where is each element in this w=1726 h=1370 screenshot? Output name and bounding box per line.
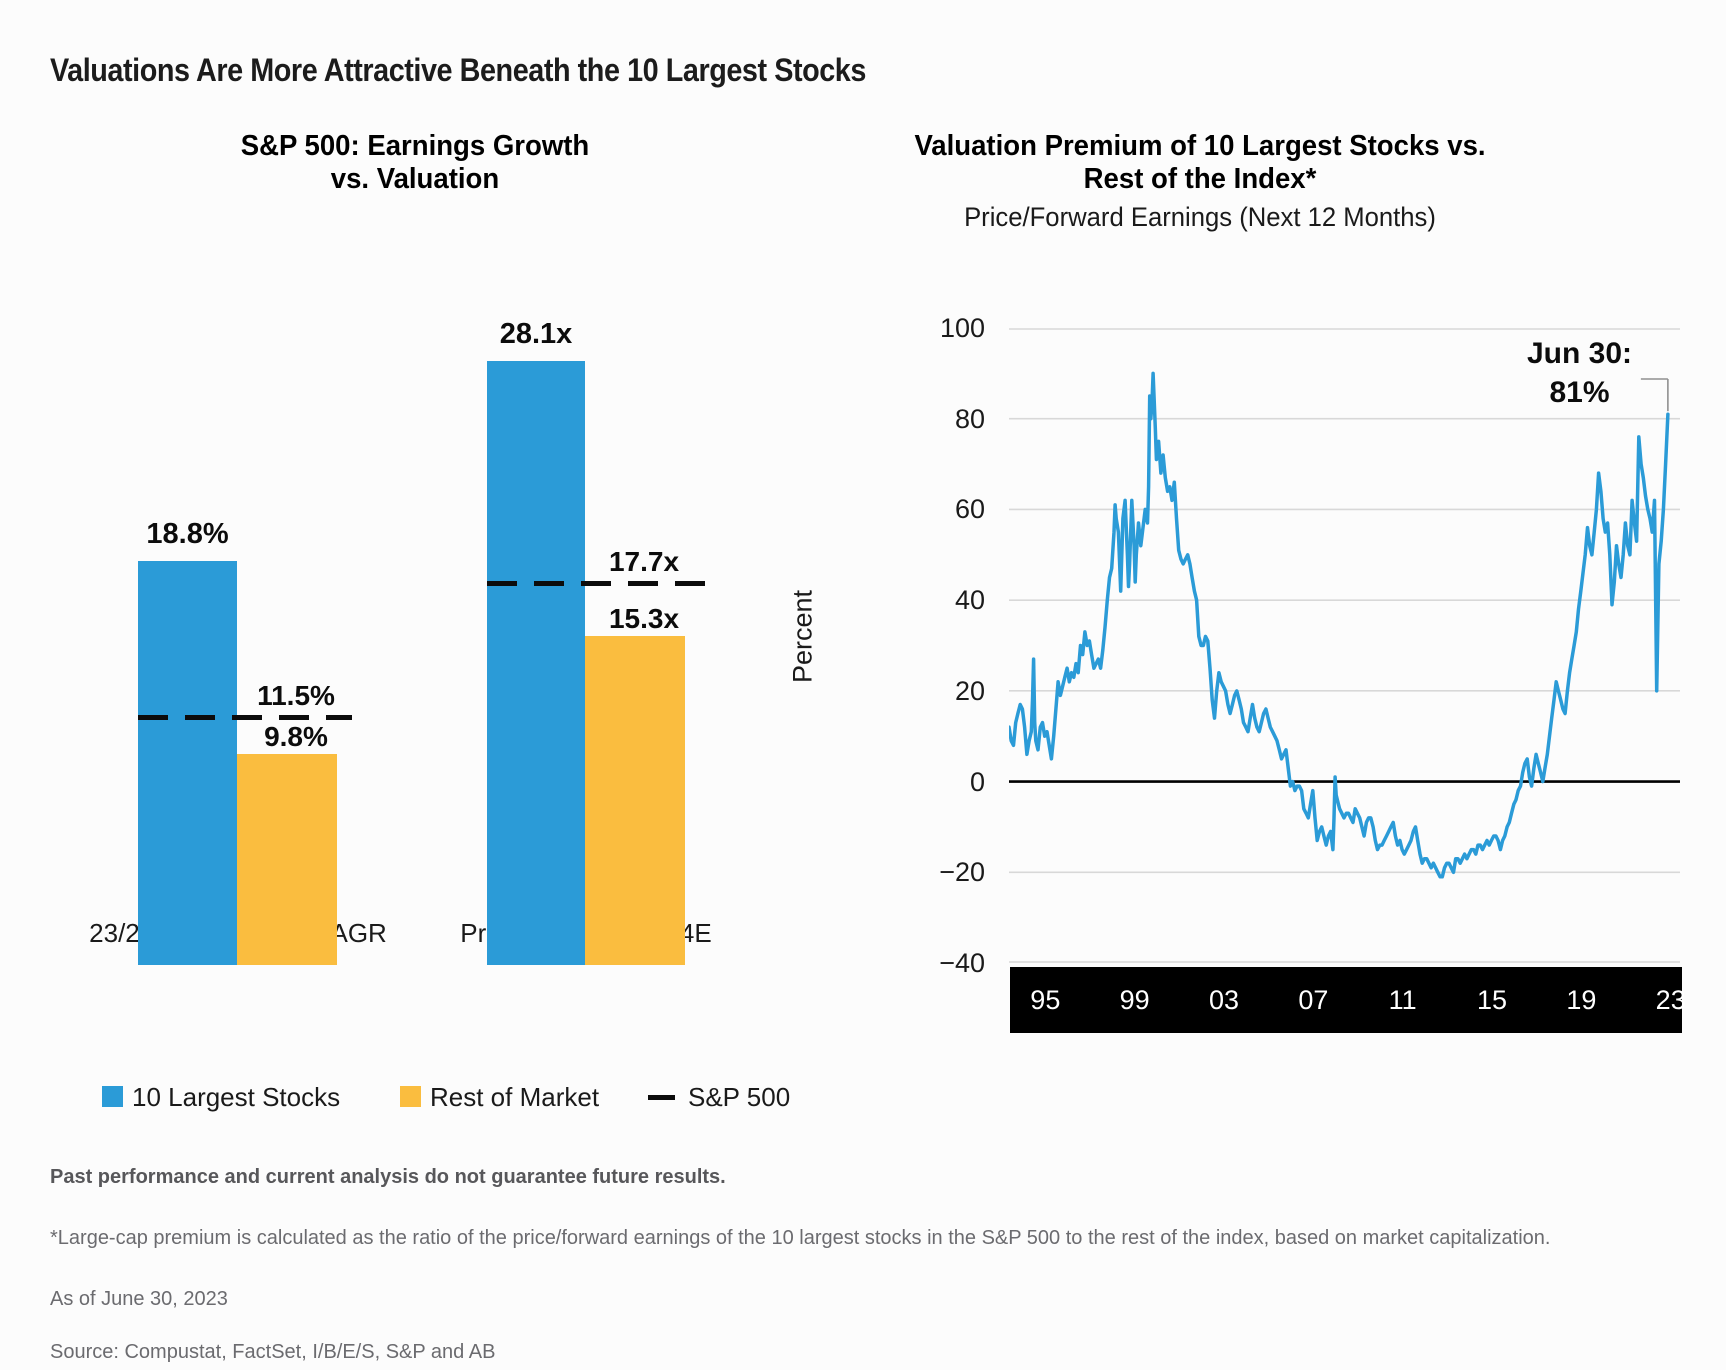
- x-axis-bar: 95 99 03 07 11 15 19 23: [1010, 967, 1686, 1033]
- right-chart-title-line1: Valuation Premium of 10 Largest Stocks v…: [914, 130, 1486, 162]
- y-axis-tick: −20: [939, 857, 985, 888]
- y-axis-tick: 0: [969, 766, 985, 797]
- y-axis-tick: 40: [954, 585, 985, 616]
- bar-value-label: 28.1x: [499, 317, 573, 350]
- legend-swatch-10-largest-icon: [102, 1086, 123, 1107]
- y-axis-tick-labels: 100 80 60 40 20 0 −20 −40: [880, 313, 985, 978]
- x-axis-tick: 15: [1477, 985, 1508, 1015]
- bar-chart-plot: 23/24 EPS Growth CAGR Price/Earnings 202…: [80, 300, 740, 965]
- as-of-date: As of June 30, 2023: [50, 1288, 228, 1310]
- y-axis-tick: 100: [939, 313, 985, 343]
- y-axis-tick: 60: [954, 494, 985, 525]
- reference-value-label: 17.7x: [608, 546, 680, 578]
- page-title: Valuations Are More Attractive Beneath t…: [50, 52, 866, 88]
- bar-10-largest: [138, 560, 237, 965]
- x-axis-tick: 03: [1208, 985, 1240, 1015]
- sp500-reference-dash-line: [138, 714, 352, 720]
- bar-10-largest: [487, 360, 585, 965]
- disclaimer-text: Past performance and current analysis do…: [50, 1166, 726, 1188]
- x-axis-tick: 99: [1119, 985, 1150, 1015]
- left-chart-title: S&P 500: Earnings Growth vs. Valuation: [90, 130, 740, 196]
- x-axis-tick: 23: [1655, 985, 1686, 1015]
- y-axis-tick: 80: [954, 403, 985, 434]
- y-axis-tick: −40: [939, 948, 985, 978]
- legend-swatch-rest-of-market-icon: [400, 1086, 421, 1107]
- bar-value-label: 9.8%: [264, 721, 328, 753]
- x-axis-tick: 11: [1388, 985, 1417, 1015]
- legend-dash-sp500-icon: [648, 1095, 675, 1100]
- footnote-definition: *Large-cap premium is calculated as the …: [50, 1227, 1551, 1249]
- right-chart-title: Valuation Premium of 10 Largest Stocks v…: [860, 130, 1540, 233]
- legend-label-sp500: S&P 500: [688, 1082, 791, 1112]
- legend-label-rest-of-market: Rest of Market: [430, 1082, 600, 1112]
- bar-rest-of-market: [585, 636, 685, 965]
- x-axis-tick: 07: [1298, 985, 1329, 1015]
- annotation-date: Jun 30:: [1526, 337, 1632, 370]
- bar-value-label: 15.3x: [608, 603, 680, 635]
- bar-value-label: 18.8%: [146, 517, 229, 550]
- bar-rest-of-market: [237, 754, 337, 965]
- y-axis-tick: 20: [954, 675, 985, 706]
- x-axis-tick: 19: [1566, 985, 1597, 1015]
- reference-value-label: 11.5%: [257, 679, 335, 711]
- right-chart-title-line2: Rest of the Index*: [1083, 163, 1317, 195]
- left-chart-title-line1: S&P 500: Earnings Growth: [240, 130, 590, 162]
- sp500-reference-dash-line: [487, 581, 705, 587]
- x-axis-tick: 95: [1030, 985, 1061, 1015]
- premium-line: [1009, 371, 1670, 879]
- premium-line-chart: [1009, 328, 1680, 963]
- left-chart-title-line2: vs. Valuation: [330, 163, 500, 195]
- right-chart-subtitle: Price/Forward Earnings (Next 12 Months): [964, 202, 1436, 232]
- source-line: Source: Compustat, FactSet, I/B/E/S, S&P…: [50, 1341, 496, 1363]
- annotation-callout: Jun 30: 81%: [1527, 334, 1632, 412]
- annotation-value: 81%: [1549, 376, 1610, 409]
- legend-label-10-largest: 10 Largest Stocks: [132, 1082, 341, 1112]
- y-axis-title: Percent: [787, 589, 818, 684]
